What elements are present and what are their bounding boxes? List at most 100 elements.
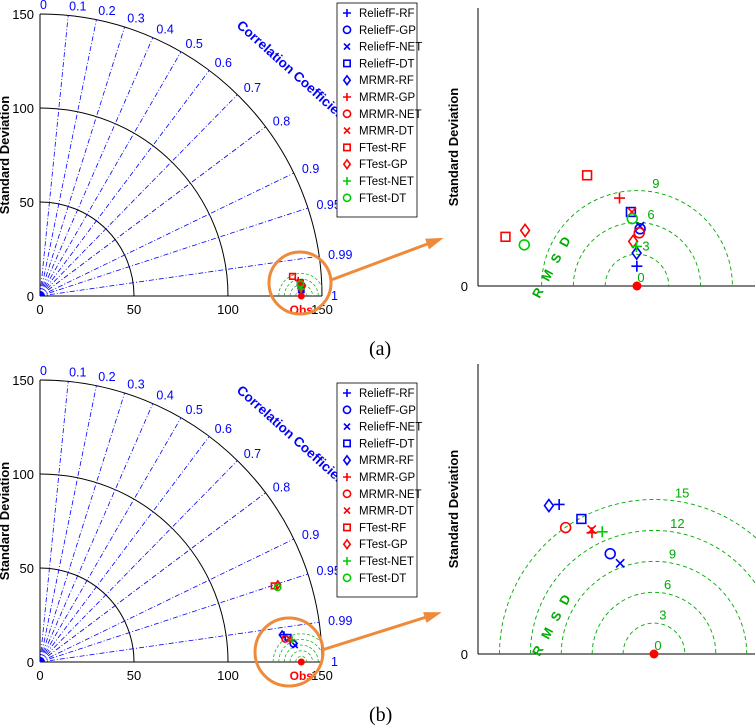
legend-label: FTest-GP [359, 159, 408, 171]
legend-label: MRMR-DT [359, 126, 414, 138]
corr-tick-label: 1 [331, 655, 338, 669]
corr-ray [40, 173, 294, 296]
legend-label: FTest-NET [359, 556, 414, 568]
std-arc [40, 474, 228, 662]
zoom-data-point [614, 193, 625, 204]
legend-label: MRMR-RF [359, 455, 414, 467]
corr-tick-label: 0.99 [328, 614, 352, 628]
y-tick-label: 150 [12, 7, 34, 22]
corr-tick-label: 0.7 [244, 447, 261, 461]
legend-label: FTest-RF [359, 522, 406, 534]
caption-a: (a) [369, 338, 391, 361]
corr-tick-label: 0.2 [98, 370, 115, 384]
corr-tick-label: 1 [331, 289, 338, 303]
corr-ray [40, 20, 96, 296]
zoom-y-axis-title: Standard Deviation [446, 450, 461, 569]
std-arc [40, 202, 134, 296]
legend-label: ReliefF-RF [359, 388, 415, 400]
corr-ray [40, 404, 153, 662]
legend-label: ReliefF-DT [359, 438, 415, 450]
zoom-data-point [583, 171, 592, 180]
zoom-rmsd-title: R M S D [529, 589, 575, 658]
legend-label: MRMR-GP [359, 472, 416, 484]
corr-tick-label: 0.6 [215, 56, 232, 70]
x-tick-label: 100 [217, 302, 239, 317]
corr-tick-label: 0.8 [273, 114, 290, 128]
corr-tick-label: 0.5 [186, 37, 203, 51]
data-point [290, 274, 296, 280]
corr-tick-label: 0 [40, 0, 47, 12]
reference-point [298, 293, 305, 300]
y-tick-label: 100 [12, 101, 34, 116]
corr-tick-label: 0.9 [302, 528, 319, 542]
zoom-data-point [616, 559, 624, 567]
legend-label: FTest-DT [359, 573, 406, 585]
corr-tick-label: 0.4 [156, 388, 173, 402]
x-tick-label: 50 [127, 668, 141, 683]
std-arc [40, 108, 228, 296]
zoom-data-point [605, 549, 615, 559]
legend-label: MRMR-GP [359, 92, 416, 104]
corr-tick-label: 0.1 [69, 365, 86, 379]
zoom-arrow-head [423, 612, 442, 623]
y-tick-label: 50 [20, 561, 34, 576]
legend-label: ReliefF-NET [359, 422, 422, 434]
zoom-reference-point [650, 650, 659, 659]
y-axis-title: Standard Deviation [0, 96, 12, 215]
reference-label: Obs [290, 669, 314, 683]
zoom-data-point [597, 526, 608, 537]
caption-b: (b) [369, 704, 392, 727]
legend-label: MRMR-RF [359, 75, 414, 87]
zoom-rmsd-tick-label: 3 [642, 239, 649, 254]
reference-point [298, 659, 305, 666]
zoom-data-point [545, 500, 554, 512]
zoom-data-point [501, 232, 510, 241]
std-arc [40, 568, 134, 662]
legend-label: ReliefF-RF [359, 8, 415, 20]
y-tick-label: 50 [20, 195, 34, 210]
corr-tick-label: 0.3 [127, 377, 144, 391]
legend-label: ReliefF-NET [359, 42, 422, 54]
corr-tick-label: 0.3 [127, 11, 144, 25]
legend-label: ReliefF-DT [359, 58, 415, 70]
corr-tick-label: 0.7 [244, 81, 261, 95]
zoom-rmsd-tick-label: 9 [669, 546, 676, 561]
corr-tick-label: 0.2 [98, 4, 115, 18]
corr-tick-label: 0.5 [186, 403, 203, 417]
zoom-data-point [631, 241, 642, 252]
zoom-rmsd-tick-label: 3 [659, 607, 666, 622]
x-tick-label: 0 [36, 668, 43, 683]
zoom-zero-label: 0 [461, 279, 468, 294]
zoom-data-point [627, 214, 637, 224]
x-tick-label: 50 [127, 302, 141, 317]
legend-label: ReliefF-GP [359, 25, 416, 37]
corr-tick-label: 0.4 [156, 22, 173, 36]
legend-label: MRMR-NET [359, 109, 422, 121]
legend-label: FTest-GP [359, 539, 408, 551]
corr-ray [40, 127, 266, 296]
y-tick-label: 0 [27, 655, 34, 670]
legend-label: MRMR-NET [359, 489, 422, 501]
x-tick-label: 100 [217, 668, 239, 683]
corr-ray [40, 574, 308, 662]
y-tick-label: 100 [12, 467, 34, 482]
zoom-data-point [521, 224, 530, 236]
y-tick-label: 0 [27, 289, 34, 304]
corr-tick-label: 0 [40, 364, 47, 378]
zoom-arrow-head [425, 238, 444, 249]
zoom-y-axis-title: Standard Deviation [446, 88, 461, 207]
zoom-rmsd-tick-label: 6 [647, 207, 654, 222]
legend-label: FTest-RF [359, 142, 406, 154]
zoom-reference-point [633, 282, 642, 291]
legend-label: ReliefF-GP [359, 405, 416, 417]
zoom-rmsd-tick-label: 6 [664, 577, 671, 592]
zoom-zero-label: 0 [461, 647, 468, 662]
corr-ray [40, 27, 125, 296]
corr-ray [40, 381, 68, 662]
corr-ray [40, 436, 209, 662]
corr-tick-label: 0.1 [69, 0, 86, 13]
corr-tick-label: 0.99 [328, 248, 352, 262]
